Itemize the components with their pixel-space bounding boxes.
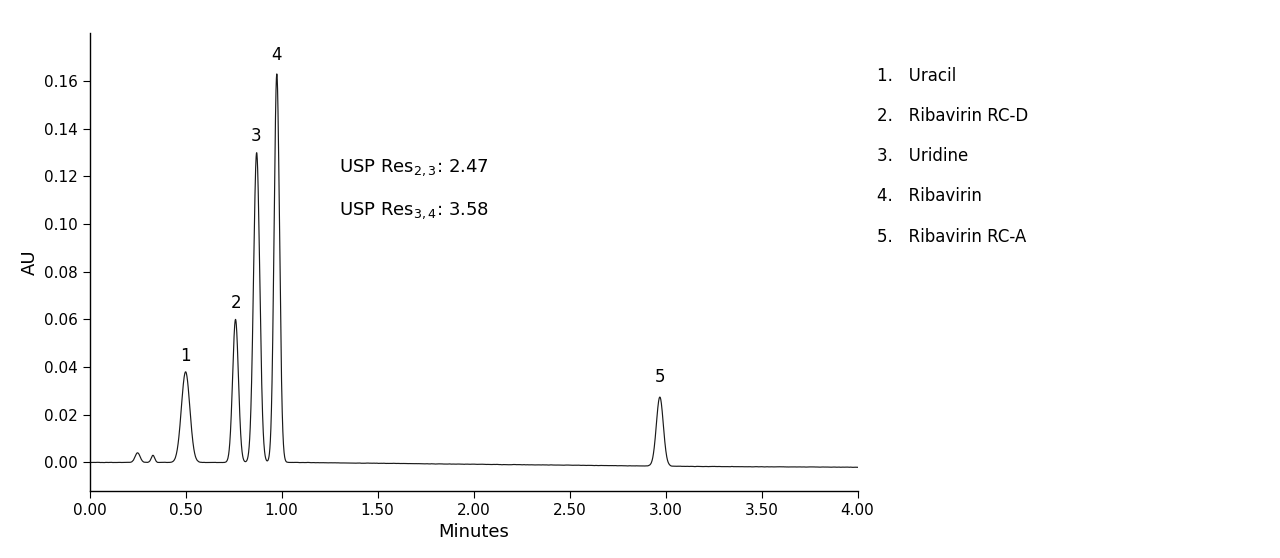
Text: 3: 3	[251, 127, 261, 146]
Text: USP Res$_{2,3}$: 2.47: USP Res$_{2,3}$: 2.47	[339, 157, 489, 178]
Text: 4: 4	[271, 46, 282, 65]
Text: 4.   Ribavirin: 4. Ribavirin	[877, 187, 982, 205]
X-axis label: Minutes: Minutes	[438, 523, 509, 541]
Text: 3.   Uridine: 3. Uridine	[877, 147, 968, 165]
Text: 2: 2	[230, 294, 242, 312]
Text: USP Res$_{3,4}$: 3.58: USP Res$_{3,4}$: 3.58	[339, 200, 489, 221]
Text: 1.   Uracil: 1. Uracil	[877, 67, 956, 85]
Text: 5: 5	[654, 368, 666, 386]
Y-axis label: AU: AU	[20, 249, 38, 275]
Text: 5.   Ribavirin RC-A: 5. Ribavirin RC-A	[877, 228, 1027, 246]
Text: 1: 1	[180, 347, 191, 365]
Text: 2.   Ribavirin RC-D: 2. Ribavirin RC-D	[877, 107, 1028, 125]
